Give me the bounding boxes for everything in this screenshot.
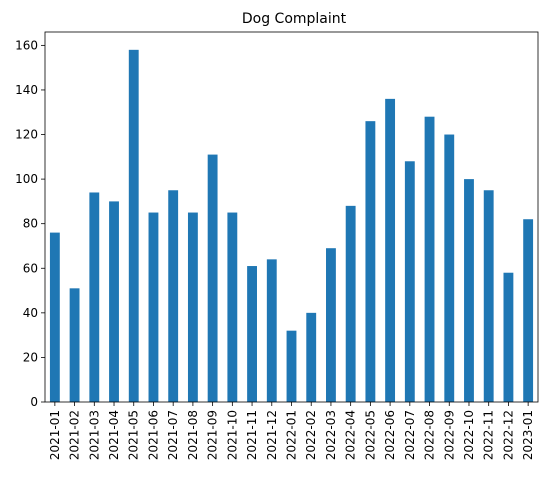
y-tick-label: 0 — [30, 395, 38, 409]
x-tick-label: 2021-02 — [68, 410, 82, 460]
bar-2021-04 — [109, 201, 119, 402]
x-tick-label: 2021-12 — [265, 410, 279, 460]
bar-2021-02 — [69, 288, 80, 402]
y-tick-label: 120 — [15, 128, 38, 142]
x-tick-label: 2021-10 — [225, 410, 239, 460]
bar-2021-01 — [49, 232, 60, 402]
bar-2022-12 — [503, 272, 514, 402]
x-tick-label: 2021-11 — [245, 410, 259, 460]
bar-2021-09 — [207, 154, 218, 402]
x-tick-label: 2021-03 — [87, 410, 101, 460]
y-tick-label: 80 — [23, 217, 38, 231]
bar-2022-03 — [326, 248, 336, 402]
x-tick-label: 2021-05 — [127, 410, 141, 460]
bar-2021-05 — [128, 49, 139, 402]
x-tick-label: 2022-03 — [324, 410, 338, 460]
x-tick-label: 2022-07 — [403, 410, 417, 460]
chart-title: Dog Complaint — [242, 11, 347, 27]
bar-2022-05 — [365, 121, 376, 403]
bar-2022-09 — [444, 134, 455, 402]
y-tick-label: 100 — [15, 172, 38, 186]
y-tick-label: 40 — [23, 306, 38, 320]
x-tick-label: 2021-01 — [48, 410, 62, 460]
x-tick-label: 2021-07 — [166, 410, 180, 460]
y-tick-label: 60 — [23, 261, 38, 275]
bars-group — [49, 49, 534, 403]
x-tick-label: 2022-01 — [285, 410, 299, 460]
bar-2022-10 — [464, 179, 474, 402]
bar-2022-08 — [424, 116, 435, 402]
bar-2021-08 — [187, 212, 198, 402]
y-tick-label: 20 — [23, 350, 38, 364]
y-axis: 0 20 40 60 80 100 120 140 160 — [15, 38, 45, 409]
bar-2021-06 — [148, 212, 159, 402]
bar-2022-06 — [385, 98, 396, 403]
bar-2022-07 — [404, 161, 415, 402]
bar-2022-04 — [345, 205, 356, 402]
x-tick-label: 2022-05 — [363, 410, 377, 460]
plot-frame — [44, 31, 539, 403]
bar-2022-01 — [286, 330, 297, 402]
x-tick-label: 2022-11 — [482, 410, 496, 460]
x-tick-label: 2022-04 — [344, 410, 358, 460]
x-tick-label: 2022-02 — [304, 410, 318, 460]
x-tick-label: 2022-12 — [501, 410, 515, 460]
x-tick-label: 2021-06 — [146, 410, 160, 460]
bar-2022-11 — [483, 190, 494, 402]
bar-2021-11 — [247, 266, 257, 402]
x-tick-label: 2022-06 — [383, 410, 397, 460]
bar-2021-12 — [266, 259, 277, 402]
x-tick-label: 2022-09 — [442, 410, 456, 460]
x-tick-label: 2023-01 — [521, 410, 535, 460]
x-tick-label: 2022-10 — [462, 410, 476, 460]
x-tick-label: 2021-04 — [107, 410, 121, 460]
y-tick-label: 140 — [15, 83, 38, 97]
y-tick-label: 160 — [15, 38, 38, 52]
x-tick-label: 2021-08 — [186, 410, 200, 460]
x-tick-label: 2022-08 — [423, 410, 437, 460]
bar-2022-02 — [306, 312, 317, 402]
bar-2021-03 — [89, 192, 100, 402]
bar-2021-10 — [227, 212, 238, 402]
bar-2021-07 — [168, 190, 179, 402]
x-tick-label: 2021-09 — [206, 410, 220, 460]
bar-2023-01 — [523, 219, 534, 402]
x-axis: 2021-01 2021-02 2021-03 2021-04 2021-05 2021-… — [48, 402, 535, 460]
